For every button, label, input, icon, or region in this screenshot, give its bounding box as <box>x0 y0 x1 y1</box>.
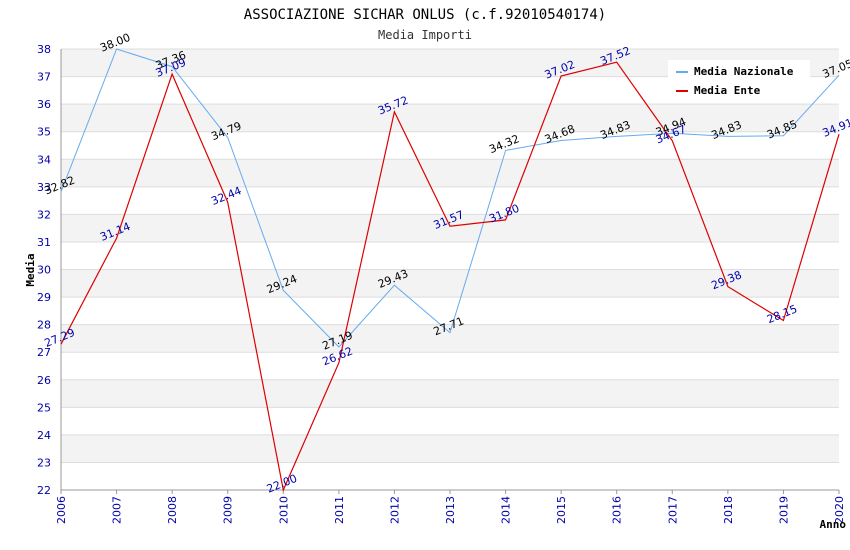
y-tick-label: 29 <box>37 291 51 304</box>
grid-lines <box>61 48 839 491</box>
series-line-ente <box>60 61 840 493</box>
y-tick-label: 31 <box>37 236 51 249</box>
y-tick-label: 26 <box>37 374 51 387</box>
x-tick-label: 2017 <box>666 496 679 524</box>
grid-bands <box>61 49 839 490</box>
legend: Media Nazionale Media Ente <box>668 60 810 102</box>
x-tick-label: 2020 <box>833 496 846 524</box>
y-tick-label: 22 <box>37 484 51 497</box>
grid-band <box>61 407 839 435</box>
y-tick-label: 37 <box>37 71 51 84</box>
x-tick-label: 2009 <box>222 496 235 524</box>
x-tick-label: 2012 <box>388 496 401 524</box>
y-tick-label: 24 <box>37 429 51 442</box>
grid-band <box>61 241 839 270</box>
series-line-nazionale <box>60 48 840 348</box>
legend-label-nazionale: Media Nazionale <box>694 65 794 78</box>
x-tick-label: 2006 <box>55 496 68 524</box>
grid-band <box>61 434 839 463</box>
grid-band <box>61 269 839 298</box>
x-tick-label: 2015 <box>555 496 568 524</box>
x-tick-label: 2018 <box>722 496 735 524</box>
x-tick-label: 2010 <box>277 496 290 524</box>
y-tick-label: 36 <box>37 98 51 111</box>
grid-band <box>61 131 839 160</box>
x-tick-label: 2011 <box>333 496 346 524</box>
x-axis-ticks: 2006 2007 2008 2009 2010 2011 2012 2013 2014 2015… <box>55 490 846 524</box>
y-tick-label: 34 <box>37 153 51 166</box>
grid-band <box>61 462 839 490</box>
y-tick-label: 35 <box>37 126 51 139</box>
x-axis-label: Anno <box>820 518 847 531</box>
legend-box <box>668 60 810 102</box>
y-tick-label: 25 <box>37 401 51 414</box>
y-tick-label: 30 <box>37 264 51 277</box>
x-tick-label: 2013 <box>444 496 457 524</box>
grid-band <box>61 324 839 353</box>
grid-band <box>61 352 839 380</box>
y-axis-ticks: 22 23 24 25 26 27 28 29 30 31 32 33 34 35 36 37 38 <box>37 43 51 497</box>
x-tick-label: 2016 <box>611 496 624 524</box>
y-tick-label: 23 <box>37 456 51 469</box>
x-tick-label: 2008 <box>166 496 179 524</box>
x-tick-label: 2007 <box>111 496 124 524</box>
legend-label-ente: Media Ente <box>694 84 761 97</box>
grid-band <box>61 186 839 215</box>
y-axis-label: Media <box>24 253 37 286</box>
y-tick-label: 28 <box>37 319 51 332</box>
grid-band <box>61 297 839 325</box>
x-tick-label: 2019 <box>777 496 790 524</box>
x-tick-label: 2014 <box>500 496 513 524</box>
y-tick-label: 33 <box>37 181 51 194</box>
y-tick-label: 32 <box>37 208 51 221</box>
grid-band <box>61 159 839 187</box>
grid-band <box>61 379 839 408</box>
chart-subtitle: Media Importi <box>378 28 472 42</box>
series-lines <box>60 48 840 493</box>
y-tick-label: 27 <box>37 346 51 359</box>
chart-title: ASSOCIAZIONE SICHAR ONLUS (c.f.920105401… <box>244 7 606 23</box>
y-tick-label: 38 <box>37 43 51 56</box>
